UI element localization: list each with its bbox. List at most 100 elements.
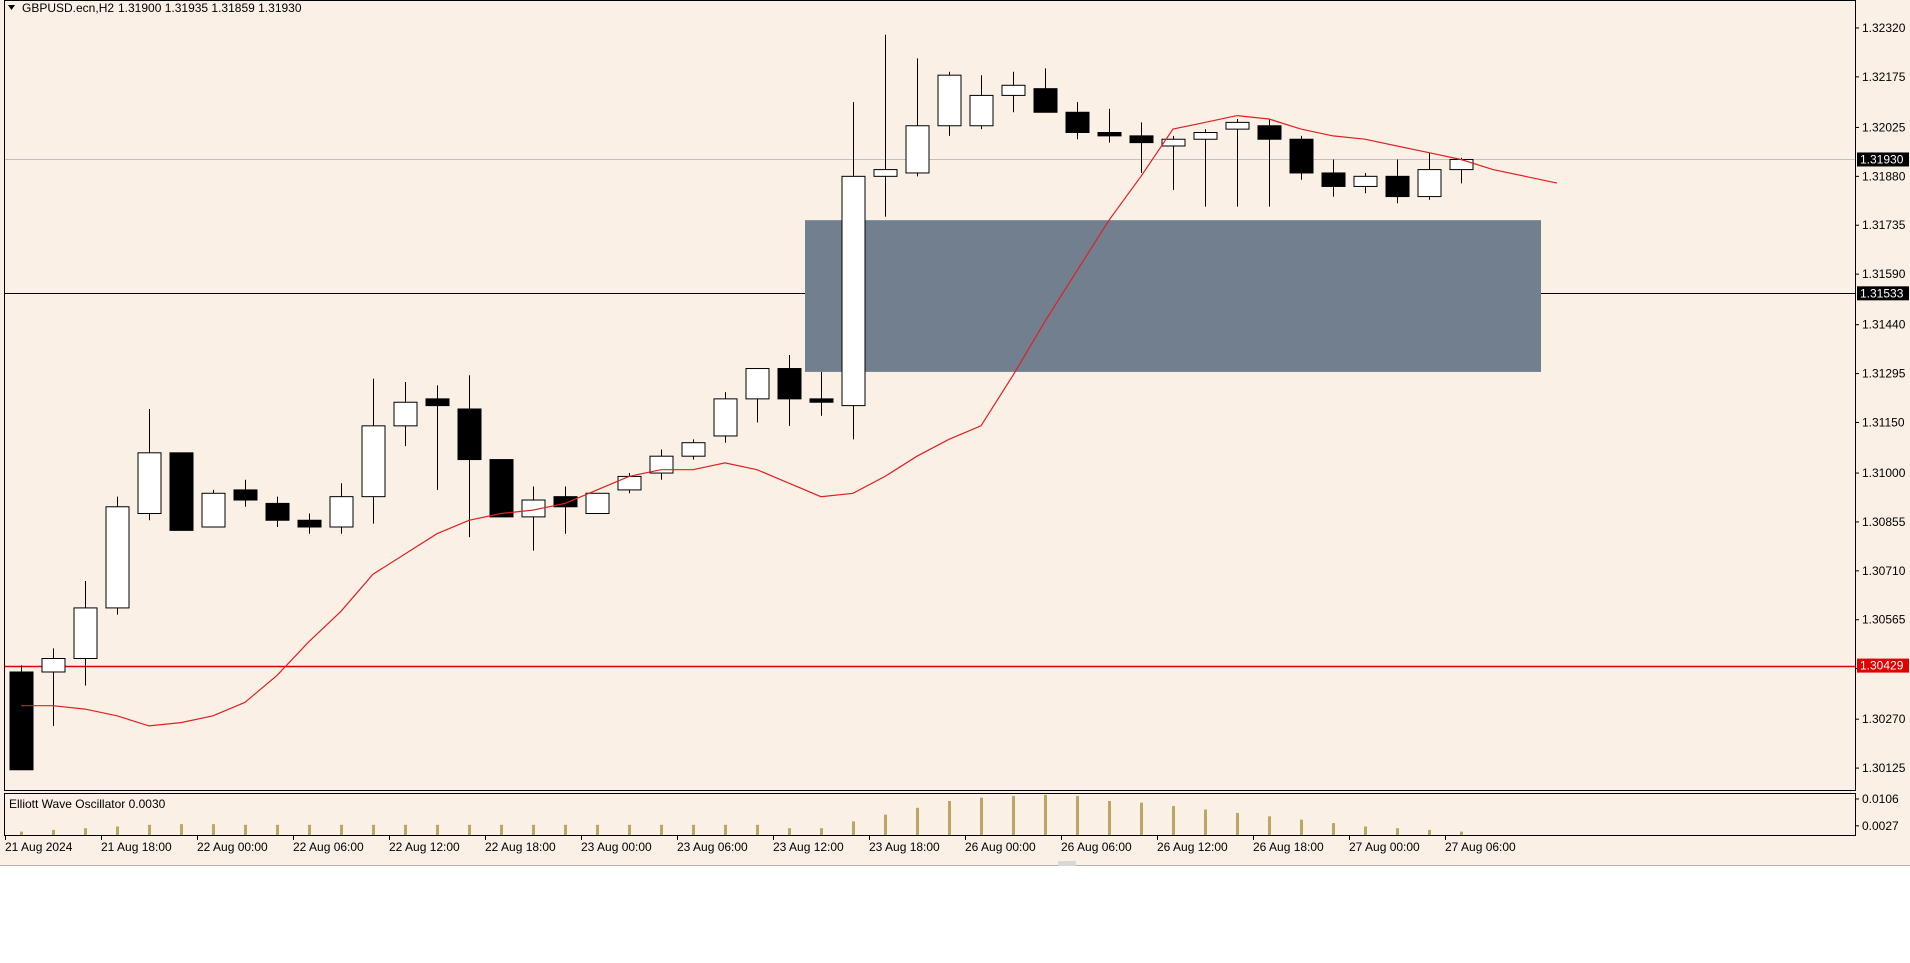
time-tick-label: 22 Aug 00:00 xyxy=(197,840,268,854)
candle-body-bear xyxy=(169,452,194,531)
candle xyxy=(73,580,98,686)
candle-body-bear xyxy=(265,502,290,521)
time-tick-label: 22 Aug 18:00 xyxy=(485,840,556,854)
candle-body-bull xyxy=(1417,169,1442,198)
candle xyxy=(745,368,770,423)
candle xyxy=(9,665,34,771)
candle xyxy=(1065,102,1090,140)
candle-body-bear xyxy=(1129,135,1154,144)
candle xyxy=(297,513,322,534)
candle xyxy=(649,449,674,480)
candle-body-bear xyxy=(1033,88,1058,113)
candle xyxy=(41,648,66,726)
candle xyxy=(489,459,514,518)
zone-rectangle[interactable] xyxy=(805,220,1541,372)
price-tick-label: 1.30565 xyxy=(1862,613,1906,627)
candle-body-bull xyxy=(1193,132,1218,140)
candle xyxy=(809,371,834,416)
candle xyxy=(393,382,418,447)
price-tick-label: 1.31880 xyxy=(1862,169,1906,183)
candle-body-bull xyxy=(617,475,642,491)
candle-body-bear xyxy=(457,408,482,461)
candle xyxy=(1385,159,1410,204)
candle xyxy=(137,408,162,521)
candles xyxy=(9,34,1474,771)
candle-body-bear xyxy=(233,489,258,501)
level-label-text: 1.31533 xyxy=(1860,286,1904,300)
candle-body-bull xyxy=(969,94,994,127)
candle xyxy=(841,102,866,440)
candle xyxy=(1129,122,1154,173)
time-tick-label: 21 Aug 2024 xyxy=(5,840,73,854)
level-label-box xyxy=(1857,286,1909,301)
price-tick-label: 1.30855 xyxy=(1862,515,1906,529)
price-tick-label: 1.32175 xyxy=(1862,70,1906,84)
supply-demand-zone xyxy=(805,220,1541,372)
level-label-box xyxy=(1857,152,1909,167)
candle-body-bull xyxy=(105,506,130,609)
candle xyxy=(329,483,354,534)
ohlc-header: 1.31900 1.31935 1.31859 1.31930 xyxy=(118,1,302,15)
candle xyxy=(1097,108,1122,143)
candle xyxy=(233,479,258,507)
price-tick-label: 1.30710 xyxy=(1862,564,1906,578)
level-label-text: 1.31930 xyxy=(1860,152,1904,166)
time-tick-label: 27 Aug 06:00 xyxy=(1445,840,1516,854)
moving-average xyxy=(21,114,1558,727)
candle xyxy=(585,492,610,515)
chart-header: GBPUSD.ecn,H2 1.31900 1.31935 1.31859 1.… xyxy=(8,1,302,15)
candle-body-bull xyxy=(713,398,738,437)
time-tick-label: 22 Aug 12:00 xyxy=(389,840,460,854)
candle xyxy=(1353,172,1378,194)
candle-body-bull xyxy=(873,169,898,177)
candle xyxy=(1289,135,1314,180)
candle xyxy=(1257,119,1282,207)
candle xyxy=(1225,119,1250,207)
oscillator-axis: 0.0106 0.0027 xyxy=(1855,792,1899,833)
price-tick-label: 1.30270 xyxy=(1862,712,1906,726)
candle-body-bear xyxy=(1097,132,1122,137)
candle-body-bull xyxy=(681,442,706,457)
candle-body-bear xyxy=(553,496,578,508)
level-label-text: 1.30429 xyxy=(1860,659,1904,673)
candle xyxy=(457,375,482,538)
candle xyxy=(425,385,450,490)
candle-body-bull xyxy=(521,499,546,518)
candle xyxy=(1033,68,1058,113)
main-plot-frame xyxy=(4,0,1856,791)
level-labels: 1.31930 1.31533 1.30429 xyxy=(1857,152,1909,673)
price-tick-label: 1.32025 xyxy=(1862,120,1906,134)
candle-body-bull xyxy=(1225,121,1250,130)
oscillator-bars xyxy=(20,794,1463,835)
price-tick-label: 1.31440 xyxy=(1862,318,1906,332)
candle xyxy=(1321,159,1346,197)
collapse-triangle-icon[interactable] xyxy=(8,5,15,10)
candle-body-bear xyxy=(1289,138,1314,174)
candle xyxy=(1161,135,1186,190)
candle-body-bear xyxy=(1257,125,1282,140)
candle xyxy=(521,486,546,551)
price-tick-label: 1.31000 xyxy=(1862,466,1906,480)
candle-body-bear xyxy=(809,398,834,403)
time-tick-label: 23 Aug 06:00 xyxy=(677,840,748,854)
horizontal-scrollbar-handle[interactable] xyxy=(1058,861,1076,866)
candle xyxy=(105,496,130,615)
time-tick-label: 26 Aug 00:00 xyxy=(965,840,1036,854)
candle-body-bull xyxy=(905,125,930,174)
candle xyxy=(1193,129,1218,207)
candle xyxy=(1001,71,1026,113)
candle xyxy=(265,496,290,527)
candle-body-bull xyxy=(137,452,162,515)
candle-body-bear xyxy=(777,368,802,400)
candle-body-bull xyxy=(1449,158,1474,171)
candle-body-bear xyxy=(489,459,514,518)
price-tick-label: 1.32320 xyxy=(1862,21,1906,35)
candle-body-bear xyxy=(9,671,34,771)
time-tick-label: 21 Aug 18:00 xyxy=(101,840,172,854)
candle xyxy=(553,486,578,534)
candle xyxy=(361,378,386,524)
candle-body-bull xyxy=(1353,175,1378,187)
osc-tick-label: 0.0106 xyxy=(1862,792,1899,806)
time-tick-label: 26 Aug 18:00 xyxy=(1253,840,1324,854)
moving-average-line xyxy=(21,114,1558,727)
